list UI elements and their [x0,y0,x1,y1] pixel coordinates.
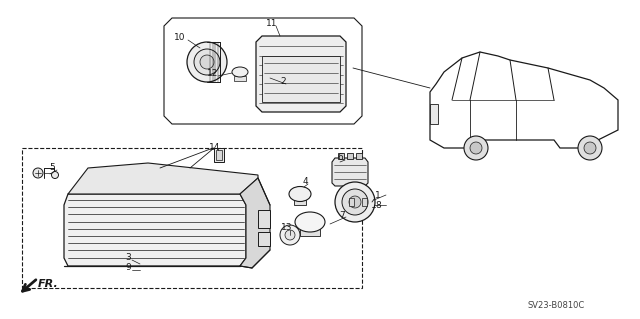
Polygon shape [64,194,246,266]
Circle shape [464,136,488,160]
Circle shape [280,225,300,245]
Text: 4: 4 [302,177,308,187]
Circle shape [51,172,58,179]
Ellipse shape [289,187,311,202]
Bar [258,232,270,246]
Polygon shape [68,163,258,194]
Text: FR.: FR. [38,279,58,289]
Polygon shape [332,158,368,186]
Bar [22,148,362,288]
Circle shape [200,55,214,69]
Circle shape [187,42,227,82]
Text: 8: 8 [375,201,381,210]
Circle shape [584,142,596,154]
Circle shape [342,189,368,215]
Bar [349,198,354,206]
Bar [300,228,320,236]
Bar [430,104,438,124]
Text: 6: 6 [337,153,343,162]
Text: 1: 1 [375,190,381,199]
Circle shape [578,136,602,160]
Bar [338,153,344,159]
Bar [356,153,362,159]
Bar [347,153,353,159]
Circle shape [285,230,295,240]
Text: 14: 14 [209,144,221,152]
Circle shape [470,142,482,154]
Text: 7: 7 [339,211,345,219]
Polygon shape [240,178,270,268]
Bar [214,148,224,162]
Circle shape [335,182,375,222]
Bar [258,210,270,228]
Text: 2: 2 [280,78,286,86]
Bar [362,198,367,206]
Polygon shape [256,36,346,112]
Text: 5: 5 [49,164,55,173]
Ellipse shape [232,67,248,77]
Text: 3: 3 [125,254,131,263]
Bar [262,56,340,102]
Text: 13: 13 [281,224,292,233]
Circle shape [194,49,220,75]
Text: SV23-B0810C: SV23-B0810C [527,301,584,310]
Text: 10: 10 [174,33,186,42]
Bar [216,150,222,160]
Bar [294,199,306,205]
Ellipse shape [295,212,325,232]
Text: 12: 12 [207,70,219,78]
Text: 9: 9 [125,263,131,272]
Text: 11: 11 [266,19,278,28]
Circle shape [349,196,361,208]
Circle shape [33,168,43,178]
Bar [234,76,246,81]
